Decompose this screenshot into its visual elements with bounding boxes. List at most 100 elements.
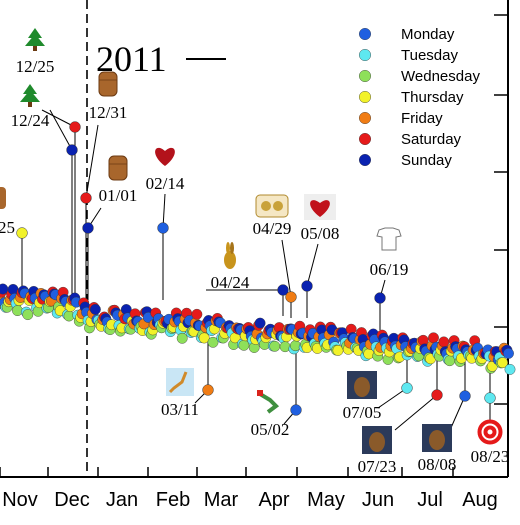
month-label-apr: Apr — [258, 489, 289, 511]
map-icon — [254, 388, 286, 416]
legend-marker-tuesday — [359, 49, 372, 62]
photo-icon — [347, 371, 377, 399]
annotation-labels: 12/25 12/24 12/31 01/01 02/14 04/24 04/29 05/08… — [0, 57, 509, 476]
month-label-jun: Jun — [362, 489, 394, 511]
mom-heart-tattoo-icon — [304, 194, 336, 220]
month-labels: Nov Dec Jan Feb Mar Apr May Jun Jul Aug — [2, 489, 498, 511]
annotation-label-02-14: 02/14 — [146, 174, 185, 193]
annotation-label-04-29: 04/29 — [253, 219, 292, 238]
annotation-label-12-25: 12/25 — [16, 57, 55, 76]
data-points — [0, 121, 516, 416]
annotation-leader-line — [394, 394, 438, 431]
annotation-leader-line — [281, 239, 292, 298]
annotated-point — [16, 227, 28, 239]
annotated-point — [401, 382, 413, 394]
annotated-point — [431, 389, 443, 401]
data-point — [238, 339, 250, 351]
data-point — [207, 336, 219, 348]
data-point — [269, 340, 281, 352]
annotation-leader-line — [449, 395, 466, 431]
annotation-label-03-11: 03/11 — [161, 400, 199, 419]
annotation-label-06-19: 06/19 — [370, 260, 409, 279]
annotated-point — [374, 292, 386, 304]
annotated-point — [202, 384, 214, 396]
legend: Monday Tuesday Wednesday Thursday Friday Satu… — [359, 26, 480, 169]
legend-marker-monday — [359, 28, 372, 41]
annotated-point — [290, 404, 302, 416]
annotated-point — [277, 284, 289, 296]
annotation-label-08-23: 08/23 — [471, 447, 510, 466]
heart-icon — [155, 147, 175, 166]
photo-icon — [422, 424, 452, 452]
data-point — [198, 332, 210, 344]
annotation-label-04-24: 04/24 — [211, 273, 250, 292]
christmas-tree-icon — [25, 28, 45, 51]
legend-label-tuesday: Tuesday — [401, 47, 458, 64]
annotation-icons — [0, 28, 503, 454]
target-icon — [477, 419, 503, 445]
legend-marker-friday — [359, 111, 372, 124]
legend-marker-thursday — [359, 90, 372, 103]
data-point — [22, 309, 34, 320]
legend-label-thursday: Thursday — [401, 89, 464, 106]
annotation-leader-line — [162, 193, 166, 229]
annotation-label-07-05: 07/05 — [343, 403, 382, 422]
annotation-label-12-31: 12/31 — [89, 103, 128, 122]
legend-label-saturday: Saturday — [401, 131, 462, 148]
annotation-leader-line — [41, 109, 76, 128]
annotation-label-07-23: 07/23 — [358, 457, 397, 476]
annotated-point — [80, 192, 92, 204]
data-point — [428, 332, 439, 344]
legend-marker-sunday — [359, 153, 372, 166]
annotated-point — [285, 291, 297, 303]
annotated-point — [157, 222, 169, 234]
photo-icon — [362, 426, 392, 454]
data-point — [497, 357, 508, 369]
month-label-aug: Aug — [462, 489, 498, 511]
annotated-point — [66, 144, 78, 156]
legend-label-sunday: Sunday — [401, 152, 452, 169]
dad-tshirt-icon — [376, 227, 402, 251]
annotation-label-12-24: 12/24 — [11, 111, 50, 130]
data-point — [289, 340, 301, 352]
annotation-label-partial: 25 — [0, 218, 15, 237]
annotation-label-05-08: 05/08 — [301, 224, 340, 243]
legend-label-monday: Monday — [401, 26, 455, 43]
month-label-feb: Feb — [156, 489, 190, 511]
month-label-jan: Jan — [106, 489, 138, 511]
annotated-point — [484, 392, 496, 404]
month-label-mar: Mar — [204, 489, 239, 511]
annotation-leader-line — [377, 387, 408, 409]
annotated-point — [69, 121, 81, 133]
legend-marker-saturday — [359, 132, 372, 145]
legend-label-wednesday: Wednesday — [401, 68, 480, 85]
christmas-tree-icon — [20, 84, 40, 107]
annotation-leader-line — [49, 109, 73, 151]
data-point — [176, 332, 188, 344]
royal-wedding-crest-icon — [255, 194, 289, 218]
annotated-point — [459, 390, 471, 402]
annotation-label-01-01: 01/01 — [99, 186, 138, 205]
legend-marker-wednesday — [359, 69, 372, 82]
axis-ticks — [0, 14, 508, 477]
data-point — [503, 347, 514, 359]
chocolate-bunny-icon — [224, 242, 236, 269]
annotated-point — [301, 280, 313, 292]
month-label-may: May — [307, 489, 345, 511]
wine-cork-icon — [108, 155, 128, 181]
data-point — [254, 317, 266, 329]
month-label-dec: Dec — [54, 489, 90, 511]
data-point — [191, 308, 203, 320]
data-point — [90, 303, 101, 315]
month-label-nov: Nov — [2, 489, 38, 511]
annotated-point — [82, 222, 94, 234]
annotation-label-08-08: 08/08 — [418, 455, 457, 474]
annotation-leader-line — [85, 124, 99, 199]
annotation-label-05-02: 05/02 — [251, 420, 290, 439]
data-point — [504, 363, 516, 375]
japan-map-icon — [166, 368, 194, 396]
legend-label-friday: Friday — [401, 110, 443, 127]
data-point — [438, 336, 450, 348]
